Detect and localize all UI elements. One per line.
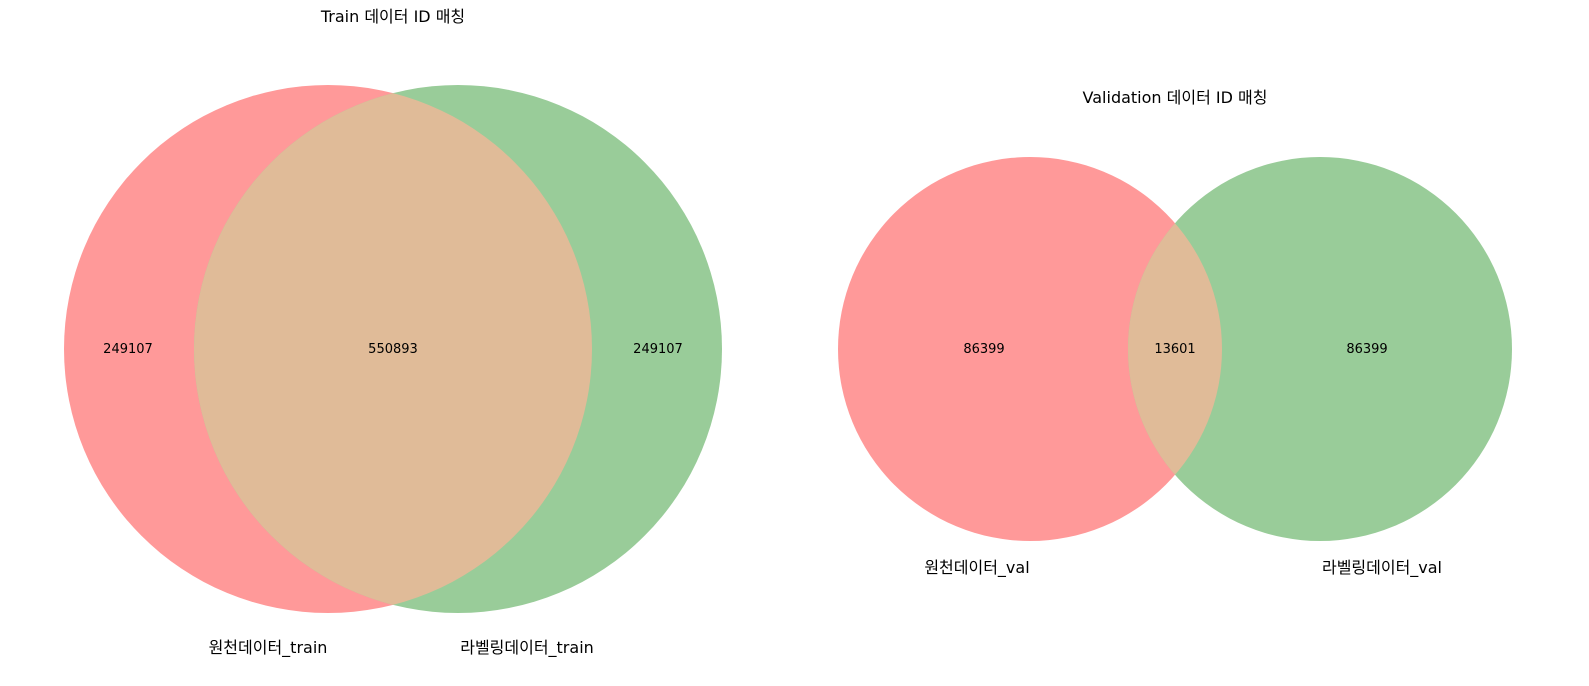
- validation-set-b-only-count: 86399: [1346, 342, 1387, 357]
- validation-set-a-only-count: 86399: [963, 342, 1004, 357]
- train-intersection-count: 550893: [368, 342, 418, 357]
- train-venn: Train 데이터 ID 매칭 249107 550893 249107 원천데…: [64, 7, 722, 658]
- train-set-b-label: 라벨링데이터_train: [460, 638, 594, 658]
- train-set-a-label: 원천데이터_train: [209, 638, 328, 658]
- validation-venn: Validation 데이터 ID 매칭 86399 13601 86399 원…: [838, 88, 1512, 578]
- validation-set-b-label: 라벨링데이터_val: [1322, 558, 1442, 578]
- train-set-b-only-count: 249107: [633, 342, 683, 357]
- validation-set-a-circle: [838, 157, 1222, 541]
- validation-intersection-count: 13601: [1154, 342, 1195, 357]
- validation-set-a-label: 원천데이터_val: [924, 558, 1029, 578]
- validation-venn-title: Validation 데이터 ID 매칭: [1083, 88, 1268, 107]
- train-venn-title: Train 데이터 ID 매칭: [320, 7, 465, 26]
- train-set-a-only-count: 249107: [103, 342, 153, 357]
- validation-set-b-circle: [1128, 157, 1512, 541]
